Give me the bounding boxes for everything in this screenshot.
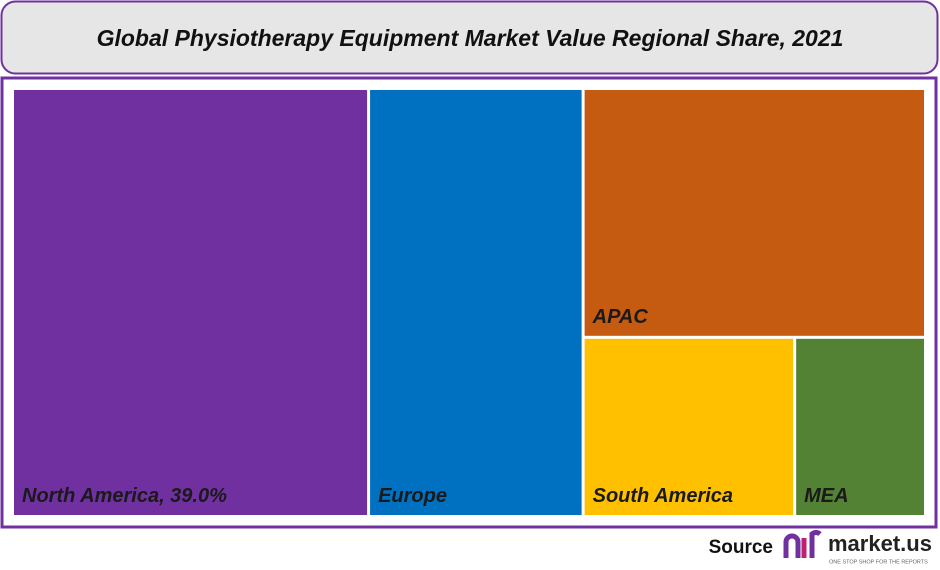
chart-title: Global Physiotherapy Equipment Market Va… [97, 25, 844, 51]
tile [14, 90, 368, 515]
brand-tagline: ONE STOP SHOP FOR THE REPORTS [829, 559, 928, 565]
tile-label: MEA [804, 485, 848, 507]
tile-label: North America, 39.0% [22, 485, 227, 507]
tile-label: South America [593, 485, 733, 507]
tile-label: APAC [592, 306, 649, 328]
tile [584, 90, 924, 336]
treemap: North America, 39.0% Europe APAC South Amer… [14, 90, 924, 515]
tile [370, 90, 582, 515]
tile-label: Europe [378, 485, 447, 507]
tile [584, 338, 794, 515]
brand-name: market.us [828, 531, 932, 556]
tile [796, 338, 924, 515]
logo-icon [783, 530, 822, 558]
title-box [0, 0, 939, 75]
source-label: Source [709, 537, 773, 558]
